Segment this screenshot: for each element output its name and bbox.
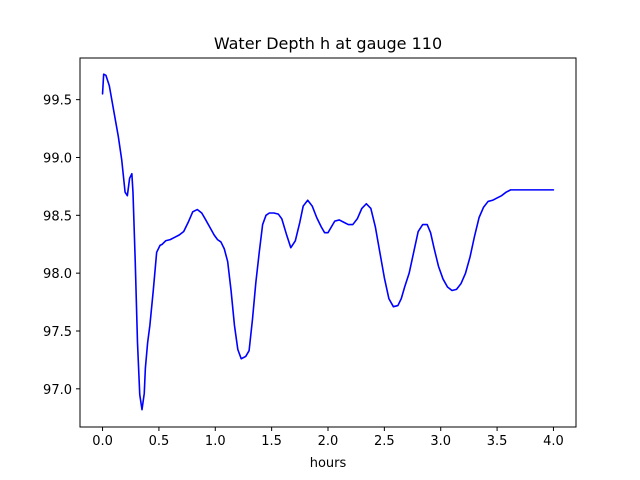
y-tick-label: 97.5 [43,325,72,340]
series-line [101,73,555,411]
x-tick-label: 4.0 [543,434,564,449]
y-tick-label: 98.0 [43,267,72,282]
plot-area [80,58,576,427]
y-axis-ticks: 97.0 97.5 98.0 98.5 99.0 99.5 [43,94,80,398]
y-tick-label: 99.5 [43,94,72,109]
x-tick-label: 1.0 [205,434,226,449]
x-tick-label: 0.0 [92,434,113,449]
x-axis-label: hours [310,456,347,471]
chart-title: Water Depth h at gauge 110 [214,34,442,53]
y-tick-label: 99.0 [43,151,72,166]
x-tick-label: 1.5 [261,434,282,449]
x-axis-ticks: 0.0 0.5 1.0 1.5 2.0 2.5 3.0 3.5 4.0 [92,427,564,449]
y-tick-label: 97.0 [43,383,72,398]
x-tick-label: 3.5 [487,434,508,449]
y-tick-label: 98.5 [43,209,72,224]
x-tick-label: 2.5 [374,434,395,449]
series-layer [101,73,555,411]
x-tick-label: 0.5 [149,434,170,449]
x-tick-label: 2.0 [318,434,339,449]
x-tick-label: 3.0 [430,434,451,449]
